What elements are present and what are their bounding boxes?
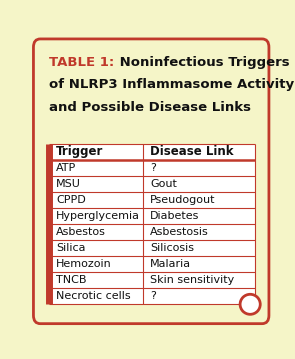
FancyBboxPatch shape bbox=[33, 39, 269, 324]
Text: ATP: ATP bbox=[56, 163, 77, 173]
Text: Disease Link: Disease Link bbox=[150, 145, 233, 158]
Text: Silicosis: Silicosis bbox=[150, 243, 194, 253]
Text: CPPD: CPPD bbox=[56, 195, 86, 205]
Text: Diabetes: Diabetes bbox=[150, 211, 199, 221]
Text: Silica: Silica bbox=[56, 243, 86, 253]
Text: ?: ? bbox=[150, 291, 156, 301]
Text: and Possible Disease Links: and Possible Disease Links bbox=[50, 101, 251, 114]
Text: Skin sensitivity: Skin sensitivity bbox=[150, 275, 234, 285]
Text: Asbestos: Asbestos bbox=[56, 227, 106, 237]
Text: TNCB: TNCB bbox=[56, 275, 87, 285]
Text: Hemozoin: Hemozoin bbox=[56, 259, 112, 269]
Text: Necrotic cells: Necrotic cells bbox=[56, 291, 131, 301]
Bar bbox=[50, 144, 255, 304]
Text: Asbestosis: Asbestosis bbox=[150, 227, 209, 237]
Text: Malaria: Malaria bbox=[150, 259, 191, 269]
Text: Trigger: Trigger bbox=[56, 145, 104, 158]
Text: Hyperglycemia: Hyperglycemia bbox=[56, 211, 140, 221]
Text: Gout: Gout bbox=[150, 179, 177, 189]
Ellipse shape bbox=[240, 294, 260, 314]
Text: of NLRP3 Inflammasome Activity: of NLRP3 Inflammasome Activity bbox=[50, 78, 295, 91]
Text: ?: ? bbox=[150, 163, 156, 173]
Text: Noninfectious Triggers: Noninfectious Triggers bbox=[115, 56, 289, 69]
Text: Pseudogout: Pseudogout bbox=[150, 195, 215, 205]
Text: MSU: MSU bbox=[56, 179, 81, 189]
Text: TABLE 1:: TABLE 1: bbox=[50, 56, 115, 69]
